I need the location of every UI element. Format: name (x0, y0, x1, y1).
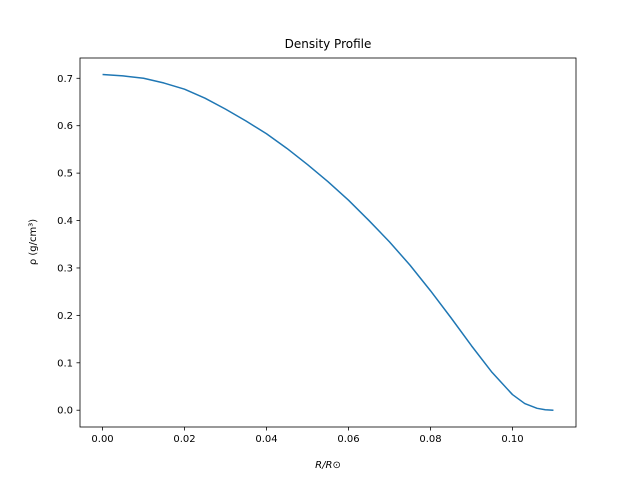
plot-frame (79, 57, 577, 428)
chart-title: Density Profile (285, 37, 372, 51)
density-series-line (102, 73, 554, 411)
y-axis-label: ρ (g/cm³) (28, 219, 39, 265)
y-tick-label: 0.6 (57, 121, 73, 132)
x-tick-label: 0.08 (419, 434, 441, 445)
y-tick-label: 0.2 (57, 311, 73, 322)
x-tick-label: 0.06 (337, 434, 359, 445)
x-tick-label: 0.00 (91, 434, 113, 445)
y-tick-label: 0.1 (57, 358, 73, 369)
x-axis-label: R/R⊙ (315, 460, 341, 471)
x-tick-label: 0.10 (501, 434, 523, 445)
y-tick-label: 0.7 (57, 74, 73, 85)
y-tick-label: 0.4 (57, 216, 73, 227)
y-tick-label: 0.3 (57, 263, 73, 274)
x-tick-label: 0.04 (255, 434, 277, 445)
x-tick-label: 0.02 (173, 434, 195, 445)
y-tick-label: 0.5 (57, 169, 73, 180)
y-tick-label: 0.0 (57, 406, 73, 417)
